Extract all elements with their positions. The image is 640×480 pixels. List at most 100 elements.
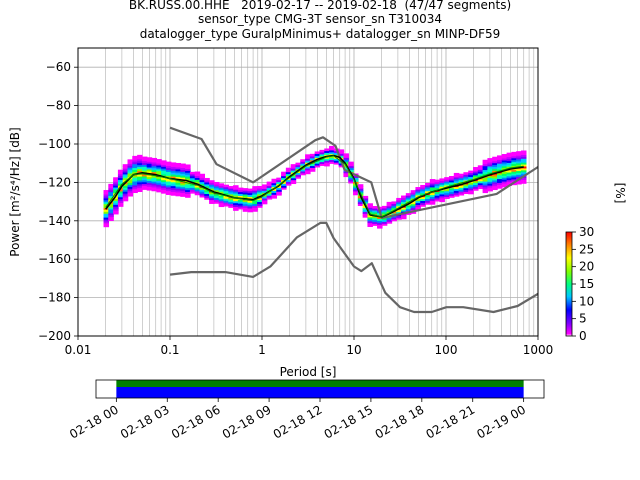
density-cell xyxy=(516,179,522,183)
density-cell xyxy=(117,181,124,184)
density-cell xyxy=(429,196,436,199)
colorbar-tick-label: 0 xyxy=(579,329,587,343)
density-cell xyxy=(492,187,498,191)
density-cell xyxy=(501,163,508,167)
density-cell xyxy=(415,192,421,196)
density-cell xyxy=(295,172,301,175)
density-cell xyxy=(185,172,191,175)
density-cell xyxy=(463,185,469,189)
density-cell xyxy=(137,160,143,164)
density-cell xyxy=(151,175,158,178)
density-cell xyxy=(501,175,508,178)
density-cell xyxy=(482,169,489,172)
density-cell xyxy=(497,164,503,168)
density-cell xyxy=(482,177,489,180)
density-cell xyxy=(146,182,153,185)
density-cell xyxy=(261,186,268,189)
density-cell xyxy=(175,168,182,172)
density-cell xyxy=(367,216,373,220)
density-cell xyxy=(367,209,373,212)
density-cell xyxy=(175,184,182,187)
density-cell xyxy=(333,160,340,163)
density-cell xyxy=(108,189,114,193)
coverage-tick-label: 02-18 21 xyxy=(424,402,478,441)
density-cell xyxy=(396,217,402,220)
density-cell xyxy=(127,167,134,170)
density-cell xyxy=(516,176,522,179)
density-cell xyxy=(439,184,445,187)
density-cell xyxy=(122,168,129,171)
density-cell xyxy=(276,179,282,183)
density-cell xyxy=(151,177,158,180)
colorbar xyxy=(565,231,573,337)
density-cell xyxy=(132,167,138,170)
density-cell xyxy=(434,193,441,196)
density-cell xyxy=(453,188,460,191)
density-cell xyxy=(199,194,206,198)
density-cell xyxy=(386,209,393,213)
density-cell xyxy=(348,167,354,170)
density-cell xyxy=(204,197,210,200)
density-cell xyxy=(281,171,287,175)
density-cell xyxy=(501,180,508,184)
density-cell xyxy=(429,200,436,203)
density-cell xyxy=(165,161,172,165)
density-cell xyxy=(516,181,522,185)
density-cell xyxy=(194,181,201,184)
density-cell xyxy=(237,202,244,206)
density-cell xyxy=(319,161,325,165)
density-cell xyxy=(146,180,153,183)
density-cell xyxy=(520,160,527,163)
density-cell xyxy=(156,168,162,172)
density-cell xyxy=(487,158,493,161)
density-cell xyxy=(175,193,182,197)
density-cell xyxy=(103,224,110,228)
noise-model-low-line xyxy=(169,221,538,314)
density-cell xyxy=(506,156,513,160)
density-cell xyxy=(348,178,354,182)
density-cell xyxy=(132,184,138,188)
density-cell xyxy=(252,193,258,197)
density-cell xyxy=(218,198,225,202)
density-cell xyxy=(223,184,229,188)
density-cell xyxy=(117,198,124,202)
density-cell xyxy=(247,207,253,211)
density-cell xyxy=(204,193,210,196)
density-cell xyxy=(520,163,527,167)
density-cell xyxy=(113,206,119,209)
density-cell xyxy=(199,177,206,181)
density-cell xyxy=(391,218,397,222)
density-cell xyxy=(516,172,522,175)
density-cell xyxy=(161,187,167,190)
density-cell xyxy=(175,176,182,180)
density-cell xyxy=(497,163,503,166)
density-cell xyxy=(180,192,186,195)
density-cell xyxy=(425,194,431,198)
colorbar-tick-label: 25 xyxy=(579,242,594,256)
density-cell xyxy=(497,182,503,185)
density-cell xyxy=(204,189,210,193)
density-cell xyxy=(141,166,148,169)
density-cell xyxy=(242,199,249,203)
density-cell xyxy=(429,186,436,190)
density-cell xyxy=(391,216,397,220)
density-cell xyxy=(252,188,258,191)
density-cell xyxy=(343,172,349,176)
density-cell xyxy=(170,181,177,185)
density-cell xyxy=(290,164,297,167)
density-cell xyxy=(410,205,417,209)
density-cell xyxy=(252,186,258,189)
chart-title-line-1: BK.RUSS.00.HHE 2019-02-17 -- 2019-02-18 … xyxy=(128,0,512,12)
density-cell xyxy=(117,175,124,179)
density-cell xyxy=(175,170,182,174)
density-cell xyxy=(391,210,397,214)
density-cell xyxy=(194,188,201,192)
density-cell xyxy=(257,185,263,189)
density-cell xyxy=(151,184,158,188)
density-cell xyxy=(170,172,177,175)
density-cell xyxy=(473,188,479,191)
density-cell xyxy=(146,166,153,170)
density-cell xyxy=(132,159,138,163)
density-cell xyxy=(492,175,498,179)
density-cell xyxy=(180,163,186,167)
